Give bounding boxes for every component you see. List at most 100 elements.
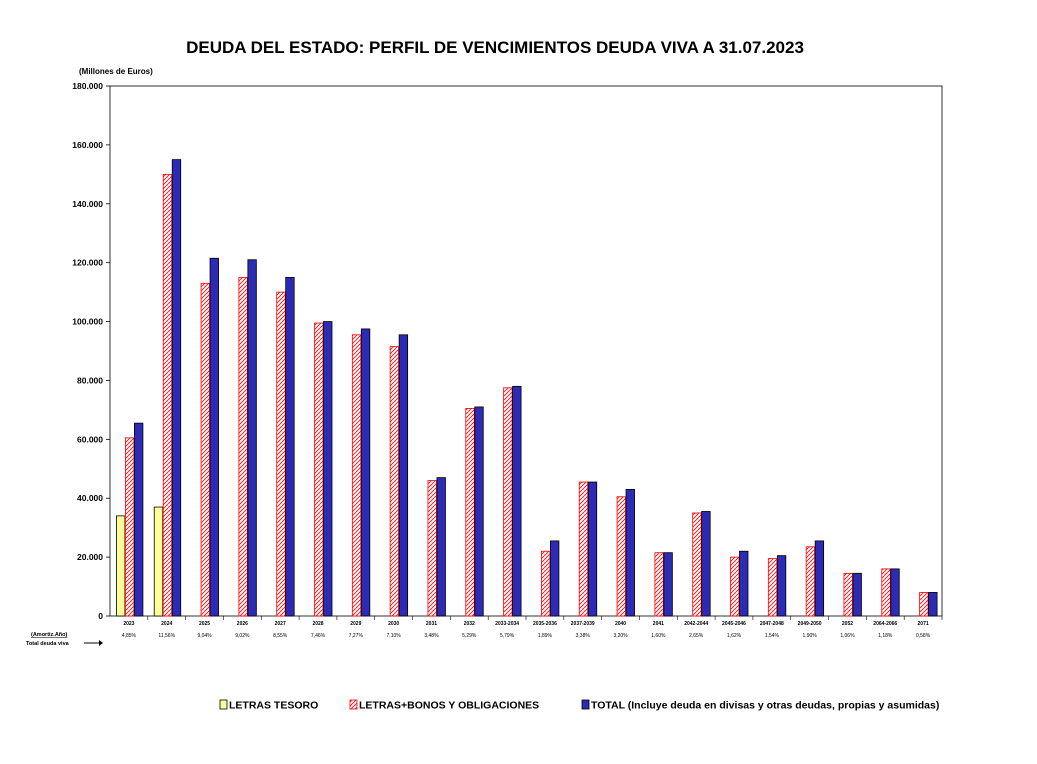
x-tick-label: 2032 [464, 621, 475, 627]
bar-3 [587, 481, 598, 617]
percentage-label: 1,90% [803, 633, 818, 639]
x-tick-label: 2030 [388, 621, 399, 627]
x-tick-label: 2042-2044 [684, 621, 708, 627]
bars-group [116, 159, 938, 617]
legend-label: LETRAS TESORO [229, 700, 318, 712]
bar-3 [209, 257, 219, 617]
x-tick-label: 2064-2066 [873, 621, 897, 627]
bar-3 [663, 552, 673, 617]
percentage-label: 5,79% [500, 633, 515, 639]
bar-3 [701, 511, 711, 617]
x-tick-label: 2041 [653, 621, 664, 627]
x-tick-label: 2026 [237, 621, 248, 627]
percentage-label: 8,55% [273, 633, 288, 639]
bar-3 [512, 385, 522, 617]
x-tick-label: 2040 [615, 621, 626, 627]
y-tick-label: 180.000 [72, 81, 103, 91]
x-tick-label: 2037-2039 [571, 621, 595, 627]
side-labels: (Amortiz.Año) Total deuda viva [26, 632, 103, 647]
bar-2 [162, 173, 173, 617]
bar-3 [323, 321, 333, 617]
x-tick-label: 2047-2048 [760, 621, 784, 627]
bar-3 [776, 555, 787, 617]
legend-swatch [349, 699, 358, 710]
percentage-label: 4,85% [122, 633, 137, 639]
bar-2 [919, 592, 929, 617]
bar-3 [360, 328, 371, 617]
bar-2 [503, 387, 513, 617]
legend-label: TOTAL (Incluye deuda en divisas y otras … [591, 700, 939, 712]
bar-2 [389, 346, 400, 617]
y-tick-label: 140.000 [72, 199, 103, 209]
bar-3 [247, 259, 257, 617]
percentage-label: 3,20% [613, 633, 628, 639]
bar-2 [881, 568, 891, 617]
percentage-label: 0,58% [916, 633, 931, 639]
bar-2 [654, 552, 664, 617]
y-tick-label: 80.000 [77, 375, 103, 385]
percentage-label: 1,62% [727, 633, 742, 639]
bar-2 [465, 408, 475, 617]
bar-2 [427, 480, 437, 617]
bar-3 [474, 406, 484, 617]
x-tick-label: 2025 [199, 621, 210, 627]
percentage-label: 1,06% [840, 633, 855, 639]
percentage-label: 1,18% [878, 633, 893, 639]
legend: LETRAS TESORO LETRAS+BONOS Y OBLIGACIONES… [219, 699, 939, 712]
bar-2 [805, 546, 816, 617]
x-tick-label: 2028 [312, 621, 323, 627]
bar-3 [171, 159, 182, 617]
y-tick-label: 0 [98, 611, 103, 621]
x-tick-label: 2027 [275, 621, 286, 627]
bar-3 [436, 477, 446, 617]
percentage-label: 7,10% [387, 633, 402, 639]
y-tick-label: 40.000 [77, 493, 103, 503]
x-axis: 2023 4,85% 2024 11,56% 2025 9,04% 2026 9,02% 202… [122, 616, 943, 639]
x-tick-label: 2031 [426, 621, 437, 627]
percentage-label: 5,29% [462, 633, 477, 639]
bar-1 [116, 515, 126, 617]
bar-2 [616, 496, 626, 617]
x-tick-label: 2052 [842, 621, 853, 627]
bar-2 [578, 481, 589, 617]
bar-2 [314, 322, 324, 617]
bar-2 [238, 276, 248, 617]
bar-2 [692, 512, 702, 617]
side-label-amortiz: (Amortiz.Año) [31, 632, 68, 638]
bar-2 [730, 556, 740, 617]
x-tick-label: 2024 [161, 621, 172, 627]
percentage-label: 1,54% [765, 633, 780, 639]
bar-2 [541, 550, 551, 617]
legend-label: LETRAS+BONOS Y OBLIGACIONES [359, 700, 539, 712]
percentage-label: 7,27% [349, 633, 364, 639]
x-tick-label: 2023 [123, 621, 134, 627]
percentage-label: 11,56% [158, 633, 175, 639]
y-tick-label: 100.000 [72, 317, 103, 327]
plot-frame [109, 85, 943, 617]
bar-2 [276, 291, 286, 617]
bar-3 [625, 488, 635, 617]
bar-3 [739, 550, 749, 617]
bar-1 [153, 506, 164, 617]
bar-2 [843, 572, 853, 617]
percentage-label: 9,04% [197, 633, 212, 639]
x-tick-label: 2035-2036 [533, 621, 557, 627]
chart-title: DEUDA DEL ESTADO: PERFIL DE VENCIMIENTOS… [186, 38, 804, 57]
percentage-label: 1,89% [538, 633, 553, 639]
x-tick-label: 2071 [918, 621, 929, 627]
percentage-label: 9,02% [235, 633, 250, 639]
percentage-label: 3,38% [576, 633, 591, 639]
x-tick-label: 2033-2034 [495, 621, 519, 627]
bar-2 [125, 437, 135, 617]
bar-3 [928, 592, 938, 617]
y-tick-label: 20.000 [77, 552, 103, 562]
y-tick-label: 60.000 [77, 434, 103, 444]
y-tick-label: 120.000 [72, 258, 103, 268]
y-axis: 0 20.000 40.000 60.000 80.000 100.000 120.000 1… [72, 81, 110, 621]
bar-2 [351, 334, 362, 617]
bar-3 [398, 334, 409, 617]
percentage-label: 1,60% [651, 633, 666, 639]
percentage-label: 3,48% [424, 633, 439, 639]
percentage-label: 2,65% [689, 633, 704, 639]
